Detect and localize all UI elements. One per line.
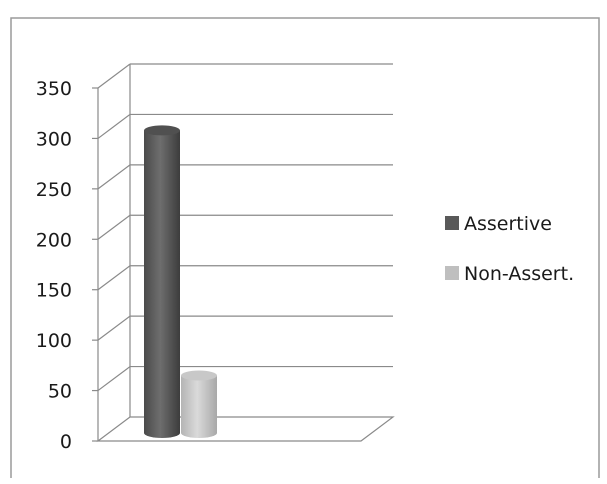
y-tick-label: 50 (48, 381, 72, 403)
bar-assertive (144, 125, 180, 438)
y-tick-label: 0 (60, 431, 72, 453)
frame-border (10, 17, 600, 478)
plot-left (97, 63, 131, 441)
legend: Assertive Non-Assert. (445, 213, 574, 285)
legend-item: Assertive (445, 213, 552, 235)
side-gridline (97, 214, 131, 240)
bar-top (181, 370, 217, 381)
plot-floor (96, 416, 395, 442)
y-tick-label: 300 (36, 128, 72, 150)
side-gridline (97, 113, 131, 139)
bar-body (181, 375, 217, 438)
side-gridline (97, 315, 131, 341)
bar-body (144, 130, 180, 438)
legend-swatch (445, 216, 459, 230)
legend-swatch (445, 266, 459, 280)
side-gridline (97, 366, 131, 392)
y-tick-label: 150 (36, 280, 72, 302)
side-gridline (97, 63, 131, 89)
legend-label: Assertive (464, 213, 552, 235)
side-gridline (97, 265, 131, 291)
y-axis-ticks: 0 50 100 150 200 250 300 350 (36, 78, 98, 453)
floor (96, 416, 395, 442)
y-tick-label: 350 (36, 78, 72, 100)
bar-top (144, 125, 180, 136)
y-tick-label: 250 (36, 179, 72, 201)
side-gridline (97, 164, 131, 190)
y-tick-label: 100 (36, 330, 72, 352)
bar-non-assert (181, 370, 217, 438)
plot-bars (144, 125, 217, 438)
legend-label: Non-Assert. (464, 263, 574, 285)
y-tick-label: 200 (36, 229, 72, 251)
legend-item: Non-Assert. (445, 263, 574, 285)
